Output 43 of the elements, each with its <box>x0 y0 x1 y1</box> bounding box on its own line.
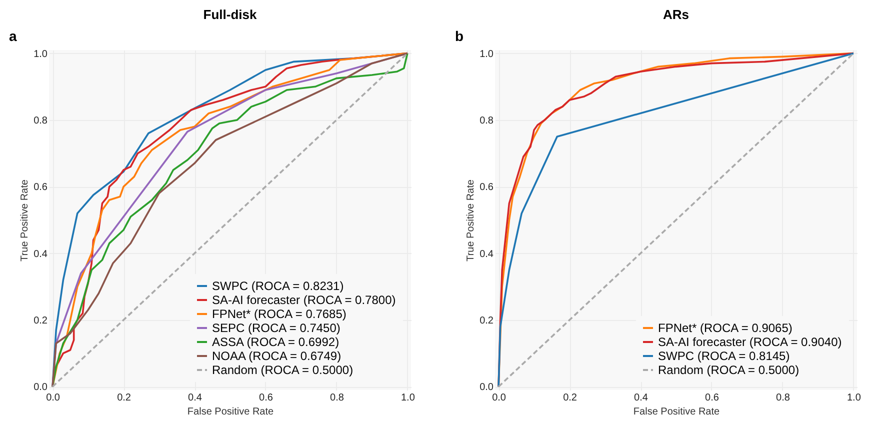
y-tick-label: 0.4 <box>480 248 494 260</box>
x-tick-label: 0.6 <box>259 392 274 404</box>
y-tick-label: 0.6 <box>34 182 48 194</box>
chart-title: ARs <box>662 7 690 22</box>
y-tick-label: 0.6 <box>480 182 494 194</box>
legend-label: SEPC (ROCA = 0.7450) <box>212 321 340 335</box>
x-tick-label: 0.0 <box>46 392 60 404</box>
legend-label: FPNet* (ROCA = 0.7685) <box>212 307 346 321</box>
x-tick-label: 0.4 <box>634 392 648 404</box>
x-tick-label: 0.2 <box>117 392 132 404</box>
y-tick-label: 1.0 <box>480 48 494 60</box>
legend-label: FPNet* (ROCA = 0.9065) <box>658 321 792 335</box>
legend-label: Random (ROCA = 0.5000) <box>658 363 800 377</box>
legend-label: ASSA (ROCA = 0.6992) <box>212 335 340 349</box>
y-tick-label: 0.0 <box>34 382 48 394</box>
legend-label: Random (ROCA = 0.5000) <box>212 363 354 377</box>
x-axis-title: False Positive Rate <box>187 406 274 418</box>
y-axis-title: True Positive Rate <box>20 179 31 262</box>
y-tick-label: 0.0 <box>480 382 494 394</box>
chart-title: Full-disk <box>203 7 258 22</box>
y-tick-label: 0.2 <box>480 316 494 326</box>
legend-label: SWPC (ROCA = 0.8145) <box>658 349 790 363</box>
y-tick-label: 0.4 <box>34 248 48 260</box>
x-tick-label: 0.0 <box>492 392 506 404</box>
text: a <box>9 28 17 44</box>
x-tick-label: 0.2 <box>563 392 578 404</box>
x-tick-label: 1.0 <box>847 392 862 404</box>
x-tick-label: 1.0 <box>401 392 416 404</box>
x-axis-title: False Positive Rate <box>633 406 720 418</box>
x-tick-label: 0.4 <box>188 392 202 404</box>
text: b <box>455 28 464 44</box>
y-tick-label: 0.8 <box>480 116 494 126</box>
x-tick-label: 0.6 <box>705 392 720 404</box>
y-tick-label: 1.0 <box>34 48 48 60</box>
legend-label: SA-AI forecaster (ROCA = 0.9040) <box>658 335 842 349</box>
legend-label: NOAA (ROCA = 0.6749) <box>212 349 342 363</box>
y-axis-title: True Positive Rate <box>466 179 477 262</box>
x-tick-label: 0.8 <box>776 392 790 404</box>
x-tick-label: 0.8 <box>330 392 344 404</box>
y-tick-label: 0.2 <box>34 316 48 326</box>
legend-label: SWPC (ROCA = 0.8231) <box>212 279 344 293</box>
legend-label: SA-AI forecaster (ROCA = 0.7800) <box>212 293 396 307</box>
y-tick-label: 0.8 <box>34 116 48 126</box>
